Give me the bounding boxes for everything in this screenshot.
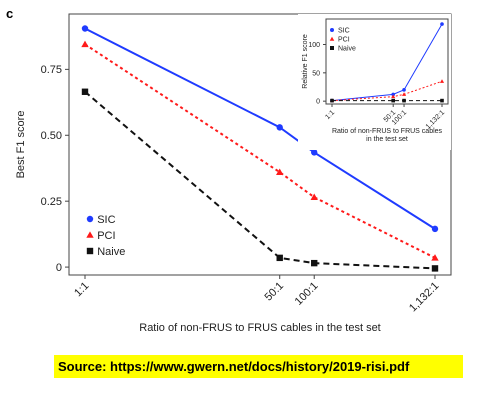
- inset-legend: SIC PCI Naive: [329, 27, 356, 52]
- main-point-sic: [81, 25, 89, 32]
- inset-y-tick-label: 0: [316, 99, 320, 106]
- inset-point-sic: [402, 88, 406, 92]
- inset-point-pci: [391, 94, 396, 99]
- main-y-tick-label: 0.25: [41, 196, 62, 208]
- main-y-tick-label: 0.75: [41, 64, 62, 76]
- inset-x-axis-label: in the test set: [366, 136, 408, 143]
- source-banner: Source: https://www.gwern.net/docs/histo…: [54, 355, 463, 378]
- inset-legend-label: Naive: [338, 45, 356, 52]
- main-point-pci: [81, 40, 89, 48]
- inset-legend-label: PCI: [338, 36, 350, 43]
- main-line-sic: [84, 27, 436, 230]
- main-legend: SIC PCI Naive: [86, 214, 125, 258]
- main-x-tick-label: 100:1: [293, 280, 321, 308]
- inset-x-axis-label: Ratio of non-FRUS to FRUS cables: [332, 128, 443, 135]
- main-point-sic: [276, 124, 283, 131]
- inset-point-naive: [391, 98, 395, 103]
- inset-point-naive: [330, 98, 334, 103]
- main-legend-marker-pci: [86, 231, 94, 238]
- inset-legend-item: PCI: [329, 36, 350, 43]
- main-point-sic: [431, 225, 439, 233]
- main-x-axis-label: Ratio of non-FRUS to FRUS cables in the …: [139, 322, 381, 334]
- inset-legend-marker-naive: [330, 46, 334, 50]
- inset-y-tick-label: 50: [312, 70, 320, 77]
- panel-label: c: [6, 6, 14, 21]
- inset-x-tick-label: 1:1: [324, 109, 336, 121]
- main-y-tick-label: 0: [56, 262, 62, 274]
- main-x-tick-label: 50:1: [262, 280, 286, 304]
- main-legend-item: SIC: [86, 214, 116, 226]
- main-point-naive: [81, 88, 89, 95]
- main-point-naive: [431, 265, 439, 272]
- main-line-pci: [84, 43, 436, 259]
- inset-point-naive: [440, 98, 444, 103]
- inset-point-sic: [391, 92, 395, 97]
- main-legend-marker-naive: [86, 247, 94, 255]
- inset-legend-item: SIC: [330, 27, 350, 34]
- main-legend-label: SIC: [97, 214, 115, 226]
- inset-legend-item: Naive: [330, 45, 356, 52]
- main-line-naive: [84, 91, 436, 270]
- main-series-sic: [81, 25, 439, 233]
- main-point-pci: [276, 168, 284, 175]
- main-y-axis-label: Best F1 score: [15, 111, 27, 179]
- main-point-naive: [276, 254, 283, 262]
- inset-y-axis-label: Relative F1 score: [302, 34, 309, 89]
- inset-plot-frame: [325, 18, 449, 105]
- inset-y-tick-label: 100: [308, 42, 320, 49]
- inset-legend-label: SIC: [338, 27, 350, 34]
- main-y-tick-label: 0.50: [41, 130, 62, 142]
- main-x-tick-label: 1:1: [72, 280, 91, 299]
- main-x-tick-label: 1,132:1: [407, 280, 441, 314]
- main-series-pci: [81, 40, 439, 261]
- main-point-sic: [311, 149, 318, 156]
- inset-point-pci: [439, 79, 445, 83]
- inset-line-pci: [331, 80, 443, 102]
- source-text: Source: https://www.gwern.net/docs/histo…: [58, 359, 410, 374]
- inset-point-pci: [401, 92, 407, 96]
- inset-point-naive: [402, 98, 406, 103]
- inset-line-sic: [331, 23, 443, 102]
- main-point-pci: [431, 254, 439, 261]
- main-legend-item: Naive: [86, 246, 125, 258]
- main-legend-marker-sic: [86, 215, 94, 223]
- inset-legend-marker-pci: [329, 36, 335, 41]
- main-point-pci: [310, 193, 318, 200]
- main-point-naive: [311, 259, 318, 267]
- main-legend-label: PCI: [97, 230, 115, 242]
- main-legend-item: PCI: [86, 230, 116, 242]
- inset-legend-marker-sic: [330, 28, 334, 32]
- main-series-naive: [81, 88, 439, 272]
- inset-point-sic: [440, 22, 444, 26]
- main-legend-label: Naive: [97, 246, 125, 258]
- inset-series-naive: [330, 98, 444, 103]
